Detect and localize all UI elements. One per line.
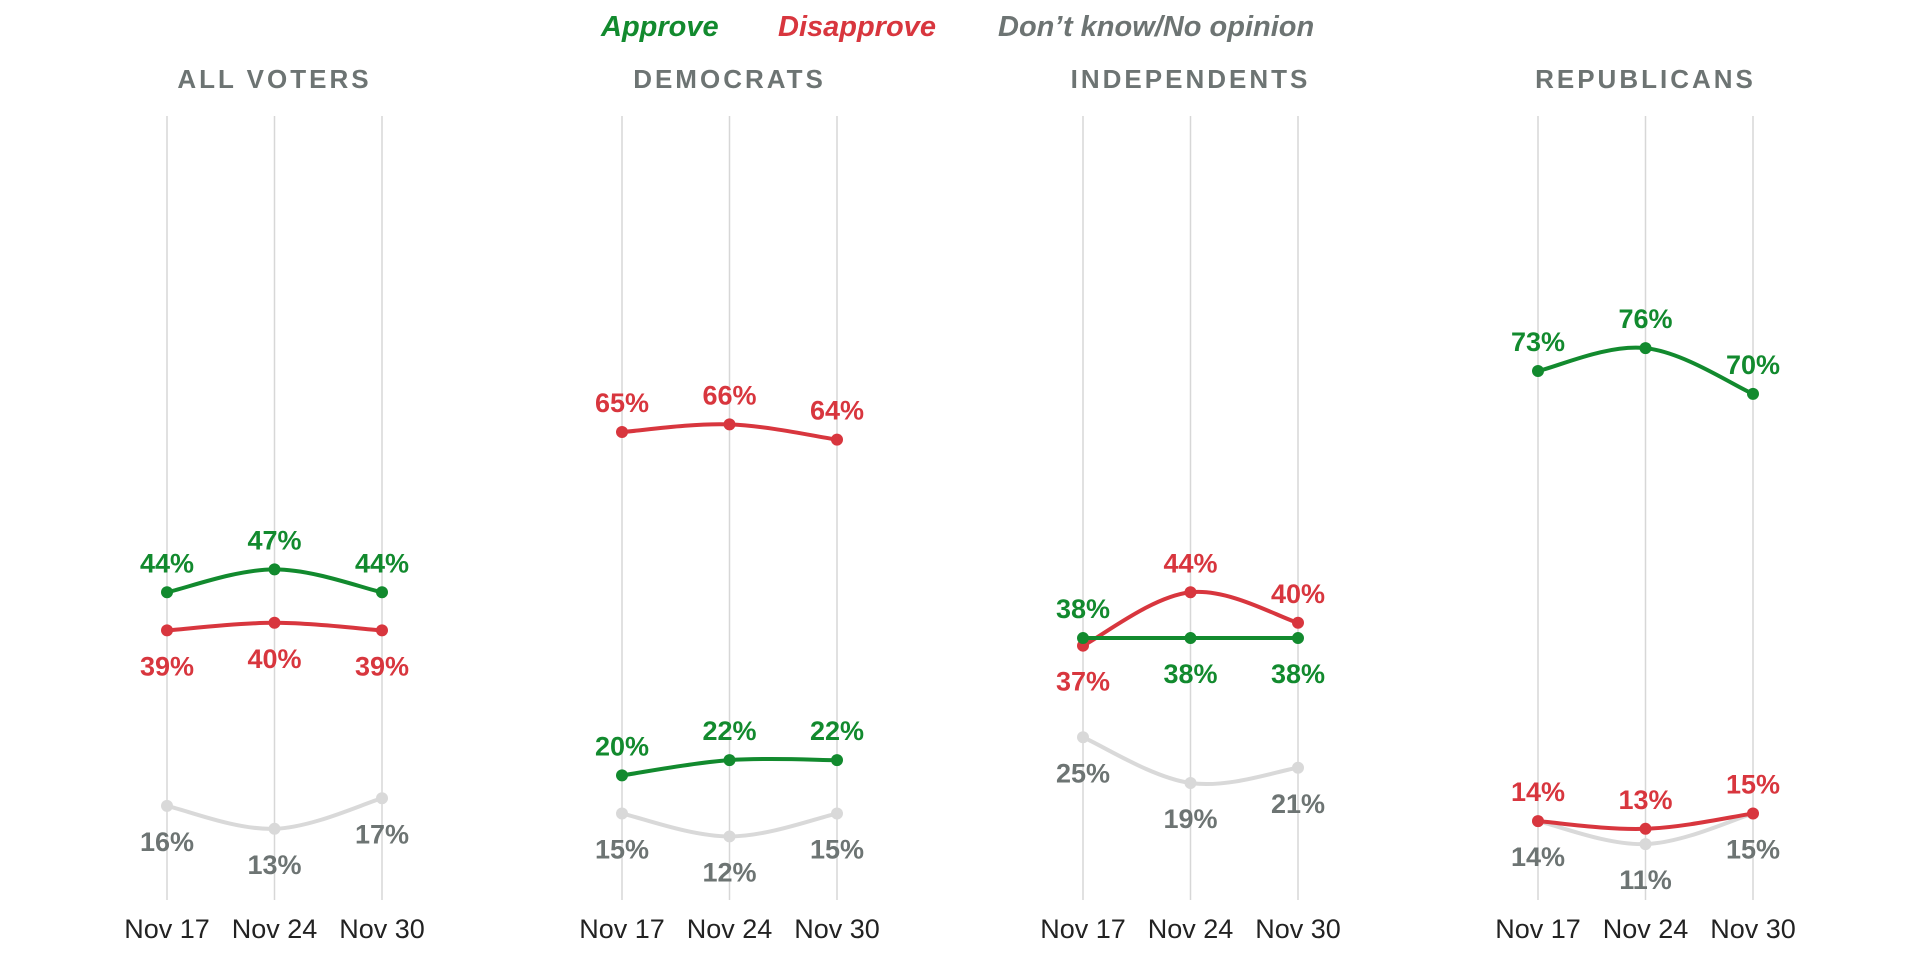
data-label-dont-know: 11%	[1619, 865, 1672, 895]
data-label-approve: 70%	[1726, 350, 1780, 380]
data-label-approve: 22%	[810, 716, 864, 746]
legend-dont-know: Don’t know/No opinion	[998, 11, 1314, 43]
data-point-disapprove	[1184, 586, 1197, 599]
data-point-approve	[831, 754, 843, 767]
x-tick-label: Nov 17	[1495, 914, 1581, 944]
data-point-approve	[1077, 632, 1089, 645]
x-tick-label: Nov 30	[339, 914, 425, 944]
data-point-approve	[268, 563, 281, 576]
data-label-dont-know: 12%	[702, 857, 756, 887]
data-point-disapprove	[376, 624, 388, 637]
data-point-dont-know	[268, 822, 281, 835]
data-label-disapprove: 40%	[247, 644, 301, 674]
data-label-approve: 20%	[595, 731, 649, 761]
data-point-approve	[1532, 365, 1544, 378]
x-tick-label: Nov 30	[794, 914, 880, 944]
data-point-disapprove	[723, 418, 736, 431]
data-point-approve	[376, 586, 388, 599]
chart-panel-independents: INDEPENDENTS Nov 17 Nov 24 Nov 30 25% 19% 21% 3…	[1040, 64, 1341, 944]
panel-title: INDEPENDENTS	[1071, 64, 1311, 94]
data-point-dont-know	[723, 830, 736, 843]
x-tick-label: Nov 17	[579, 914, 665, 944]
data-point-approve	[723, 754, 736, 767]
data-point-dont-know	[1639, 838, 1652, 851]
data-label-disapprove: 39%	[140, 651, 194, 681]
data-label-approve: 38%	[1163, 659, 1217, 689]
data-label-disapprove: 65%	[595, 388, 649, 418]
data-point-disapprove	[1532, 815, 1544, 828]
data-label-disapprove: 15%	[1726, 770, 1780, 800]
data-point-approve	[1747, 387, 1759, 400]
x-tick-label: Nov 17	[124, 914, 210, 944]
data-point-approve	[616, 769, 628, 782]
data-point-disapprove	[616, 426, 628, 439]
data-label-dont-know: 14%	[1511, 842, 1565, 872]
data-label-dont-know: 15%	[1726, 835, 1780, 865]
x-tick-label: Nov 24	[1148, 914, 1234, 944]
data-label-approve: 73%	[1511, 327, 1565, 357]
data-label-disapprove: 64%	[810, 396, 864, 426]
legend: Approve Disapprove Don’t know/No opinion	[600, 11, 1314, 43]
data-label-approve: 38%	[1271, 659, 1325, 689]
panel-title: REPUBLICANS	[1535, 64, 1756, 94]
data-label-disapprove: 37%	[1056, 667, 1110, 697]
data-label-approve: 22%	[702, 716, 756, 746]
data-point-dont-know	[616, 807, 628, 820]
data-label-dont-know: 19%	[1163, 804, 1217, 834]
data-label-approve: 47%	[247, 525, 301, 555]
data-label-dont-know: 15%	[810, 835, 864, 865]
x-tick-label: Nov 30	[1710, 914, 1796, 944]
x-tick-label: Nov 30	[1255, 914, 1341, 944]
data-point-disapprove	[268, 616, 281, 629]
data-label-approve: 44%	[355, 548, 409, 578]
data-point-disapprove	[1639, 822, 1652, 835]
panel-title: ALL VOTERS	[177, 64, 371, 94]
x-tick-label: Nov 24	[1603, 914, 1689, 944]
data-label-dont-know: 17%	[355, 819, 409, 849]
chart-panel-democrats: DEMOCRATS Nov 17 Nov 24 Nov 30 15% 12% 15% 65% 6…	[579, 64, 880, 944]
data-label-disapprove: 13%	[1618, 785, 1672, 815]
data-label-disapprove: 14%	[1511, 777, 1565, 807]
data-label-disapprove: 44%	[1163, 548, 1217, 578]
data-point-dont-know	[376, 792, 388, 805]
data-point-dont-know	[1184, 777, 1197, 790]
legend-approve: Approve	[600, 11, 719, 43]
data-label-dont-know: 16%	[140, 827, 194, 857]
data-point-disapprove	[1747, 807, 1759, 820]
data-point-approve	[1292, 632, 1304, 645]
data-point-disapprove	[1292, 616, 1304, 629]
data-label-dont-know: 13%	[247, 850, 301, 880]
data-point-dont-know	[831, 807, 843, 820]
legend-disapprove: Disapprove	[778, 11, 936, 43]
data-point-approve	[1184, 632, 1197, 645]
data-label-approve: 76%	[1618, 304, 1672, 334]
chart-panel-republicans: REPUBLICANS Nov 17 Nov 24 Nov 30 14% 11% 15% 14…	[1495, 64, 1796, 944]
data-label-approve: 38%	[1056, 594, 1110, 624]
data-point-disapprove	[161, 624, 173, 637]
panel-title: DEMOCRATS	[633, 64, 826, 94]
chart-panel-all-voters: ALL VOTERS Nov 17 Nov 24 Nov 30 16% 13% 17% 39%…	[124, 64, 425, 944]
data-label-disapprove: 66%	[702, 380, 756, 410]
chart-panels: ALL VOTERS Nov 17 Nov 24 Nov 30 16% 13% 17% 39%…	[124, 64, 1796, 944]
data-label-disapprove: 39%	[355, 651, 409, 681]
data-label-approve: 44%	[140, 548, 194, 578]
data-label-dont-know: 15%	[595, 835, 649, 865]
x-tick-label: Nov 24	[687, 914, 773, 944]
data-label-dont-know: 25%	[1056, 758, 1110, 788]
data-point-approve	[1639, 342, 1652, 355]
x-tick-label: Nov 24	[232, 914, 318, 944]
x-tick-label: Nov 17	[1040, 914, 1126, 944]
data-label-dont-know: 21%	[1271, 789, 1325, 819]
data-point-dont-know	[1292, 761, 1304, 774]
data-point-dont-know	[161, 799, 173, 812]
data-point-disapprove	[831, 433, 843, 446]
data-point-approve	[161, 586, 173, 599]
data-label-disapprove: 40%	[1271, 579, 1325, 609]
data-point-dont-know	[1077, 731, 1089, 744]
